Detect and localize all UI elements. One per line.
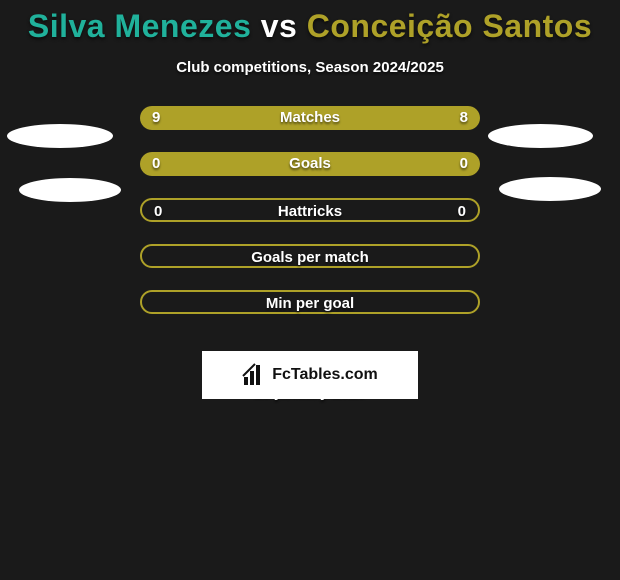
player1-name: Silva Menezes bbox=[28, 8, 252, 44]
player2-name: Conceição Santos bbox=[307, 8, 592, 44]
bar-chart-icon bbox=[242, 363, 266, 387]
decorative-oval bbox=[7, 124, 113, 148]
stat-value-left: 9 bbox=[152, 109, 160, 126]
stat-row: Goals per match bbox=[0, 244, 620, 268]
stat-row: Hattricks0 0 bbox=[0, 198, 620, 222]
decorative-oval bbox=[488, 124, 593, 148]
stat-label: Goals per match bbox=[142, 249, 478, 266]
stat-row: Min per goal bbox=[0, 290, 620, 314]
stat-bar: Matches9 8 bbox=[140, 106, 480, 130]
stat-value-right: 8 bbox=[460, 109, 468, 126]
stat-bar: Min per goal bbox=[140, 290, 480, 314]
stat-label: Matches bbox=[140, 109, 480, 126]
vs-text: vs bbox=[251, 8, 306, 44]
page-title: Silva Menezes vs Conceição Santos bbox=[0, 0, 620, 45]
source-badge: FcTables.com bbox=[202, 351, 418, 399]
source-badge-text: FcTables.com bbox=[272, 366, 378, 384]
stat-value-right: 0 bbox=[460, 155, 468, 172]
stat-value-left: 0 bbox=[152, 155, 160, 172]
decorative-oval bbox=[19, 178, 121, 202]
stat-bar: Hattricks0 0 bbox=[140, 198, 480, 222]
stat-value-left: 0 bbox=[154, 203, 162, 220]
stat-label: Hattricks bbox=[142, 203, 478, 220]
stat-bar: Goals per match bbox=[140, 244, 480, 268]
subtitle: Club competitions, Season 2024/2025 bbox=[0, 59, 620, 76]
decorative-oval bbox=[499, 177, 601, 201]
stat-row: Goals0 0 bbox=[0, 152, 620, 176]
stat-label: Goals bbox=[140, 155, 480, 172]
stat-bar: Goals0 0 bbox=[140, 152, 480, 176]
stat-label: Min per goal bbox=[142, 295, 478, 312]
stat-value-right: 0 bbox=[458, 203, 466, 220]
